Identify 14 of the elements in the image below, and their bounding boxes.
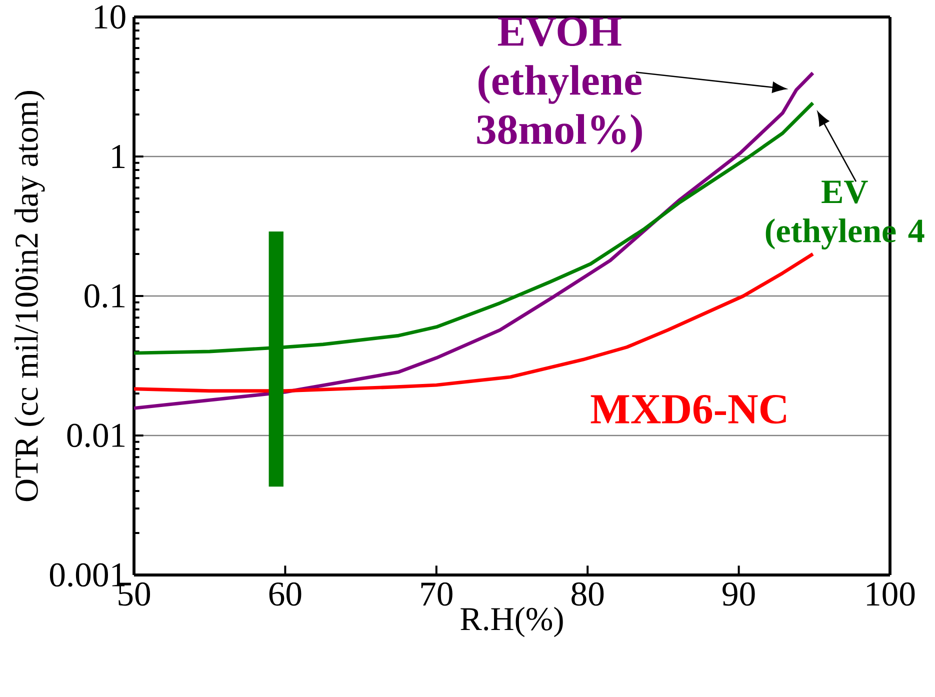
y-tick-label: 10 xyxy=(95,5,126,29)
x-tick-label: 80 xyxy=(572,582,604,606)
y-tick-label: 1 xyxy=(112,145,125,168)
x-tick-label: 100 xyxy=(867,582,915,606)
x-tick-label: 60 xyxy=(269,582,302,606)
line-series xyxy=(132,252,815,393)
y-tick-label: 0.01 xyxy=(67,424,125,448)
x-tick-label: 90 xyxy=(722,582,755,606)
series-label: EVOH (ethylene 38mol%) xyxy=(477,17,642,153)
x-tick-label: 70 xyxy=(421,582,452,606)
series-label: MXD6-NC xyxy=(590,394,786,424)
y-axis-title: OTR (cc mil/100in2 day atom) xyxy=(14,90,45,502)
x-axis-title: R.H(%) xyxy=(460,606,563,638)
y-tick-label: 0.1 xyxy=(84,284,125,308)
